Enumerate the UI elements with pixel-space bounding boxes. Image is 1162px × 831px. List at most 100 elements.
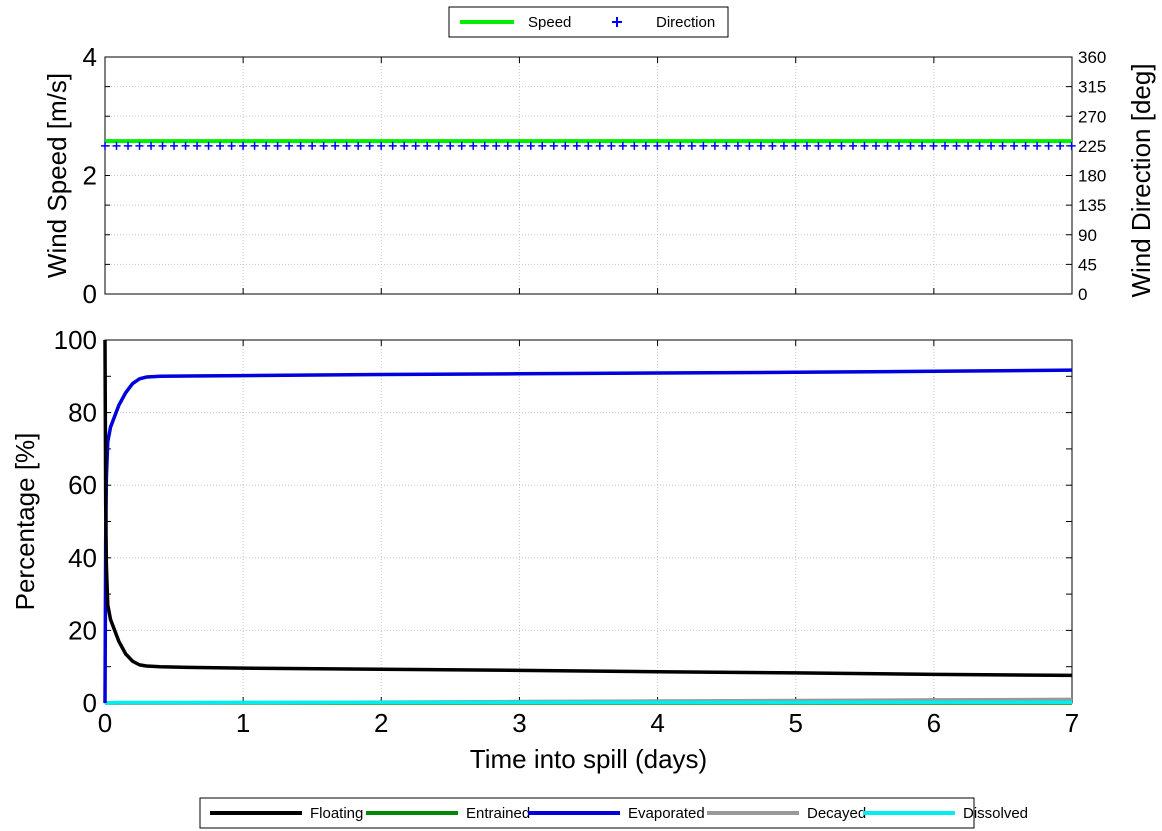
bottom-ytick-label: 0 (83, 688, 97, 718)
legend-evaporated-label: Evaporated (628, 805, 705, 822)
direction-marker (469, 141, 478, 150)
wind-direction-axis-label: Wind Direction [deg] (1126, 63, 1156, 297)
direction-marker (572, 141, 581, 150)
direction-marker (204, 141, 213, 150)
direction-marker (641, 141, 650, 150)
direction-marker (227, 141, 236, 150)
direction-marker (929, 141, 938, 150)
direction-marker (273, 141, 282, 150)
bottom-xtick-label: 5 (788, 708, 802, 738)
direction-marker (411, 141, 420, 150)
bottom-panel-frame (104, 339, 1073, 704)
direction-marker (181, 141, 190, 150)
bottom-xtick-label: 0 (98, 708, 112, 738)
legend-dissolved-label: Dissolved (963, 805, 1028, 822)
floating-series-line (103, 339, 1073, 678)
bottom-ytick-label: 60 (68, 470, 97, 500)
direction-marker (354, 141, 363, 150)
direction-marker (779, 141, 788, 150)
direction-marker (745, 141, 754, 150)
bottom-xtick-label: 1 (236, 708, 250, 738)
bottom-ytick-label: 80 (68, 398, 97, 428)
direction-marker (170, 141, 179, 150)
direction-marker (906, 141, 915, 150)
direction-marker (296, 141, 305, 150)
bottom-xtick-label: 3 (512, 708, 526, 738)
direction-marker (216, 141, 225, 150)
direction-marker (653, 141, 662, 150)
direction-marker (630, 141, 639, 150)
direction-marker (814, 141, 823, 150)
direction-marker (112, 141, 121, 150)
direction-marker (895, 141, 904, 150)
bottom-ytick-label: 20 (68, 615, 97, 645)
direction-marker (941, 141, 950, 150)
evaporated-series-line (103, 368, 1073, 704)
direction-marker (319, 141, 328, 150)
direction-marker (618, 141, 627, 150)
top-left-ytick-label: 0 (83, 279, 97, 309)
top-right-ytick-label: 180 (1078, 167, 1106, 186)
direction-marker (791, 141, 800, 150)
direction-marker (250, 141, 259, 150)
direction-marker (423, 141, 432, 150)
direction-marker (664, 141, 673, 150)
direction-marker (952, 141, 961, 150)
direction-marker (388, 141, 397, 150)
direction-marker (837, 141, 846, 150)
direction-marker (918, 141, 927, 150)
direction-marker (595, 141, 604, 150)
direction-marker (722, 141, 731, 150)
direction-marker (526, 141, 535, 150)
direction-marker (124, 141, 133, 150)
direction-marker (768, 141, 777, 150)
direction-marker (802, 141, 811, 150)
direction-marker (101, 141, 109, 150)
bottom-panel-grid (104, 340, 1073, 703)
direction-marker (987, 141, 996, 150)
direction-marker (400, 141, 409, 150)
direction-marker (239, 141, 248, 150)
direction-marker (584, 141, 593, 150)
top-left-ytick-label: 2 (83, 161, 97, 191)
direction-marker (561, 141, 570, 150)
top-right-ytick-label: 225 (1078, 137, 1106, 156)
direction-marker (687, 141, 696, 150)
top-panel-grid (104, 57, 1073, 294)
legend-direction-swatch (612, 17, 622, 27)
direction-marker (285, 141, 294, 150)
top-right-ytick-label: 270 (1078, 107, 1106, 126)
legend-speed-label: Speed (528, 14, 571, 31)
direction-marker (549, 141, 558, 150)
direction-marker (515, 141, 524, 150)
direction-marker (1021, 141, 1030, 150)
bottom-ytick-label: 40 (68, 543, 97, 573)
direction-marker (860, 141, 869, 150)
direction-marker (699, 141, 708, 150)
direction-marker (710, 141, 719, 150)
direction-marker (607, 141, 616, 150)
top-right-ytick-label: 360 (1078, 48, 1106, 67)
direction-marker (457, 141, 466, 150)
direction-marker (1044, 141, 1053, 150)
bottom-ytick-label: 100 (54, 325, 97, 355)
direction-marker (871, 141, 880, 150)
legend-decayed-label: Decayed (807, 805, 866, 822)
direction-marker (147, 141, 156, 150)
legend-entrained-label: Entrained (466, 805, 530, 822)
direction-marker (998, 141, 1007, 150)
direction-marker (492, 141, 501, 150)
direction-marker (193, 141, 202, 150)
top-right-ytick-label: 90 (1078, 226, 1097, 245)
direction-marker (342, 141, 351, 150)
direction-marker (308, 141, 317, 150)
direction-marker (733, 141, 742, 150)
direction-marker (538, 141, 547, 150)
direction-marker (262, 141, 271, 150)
top-legend: Speed Direction (448, 6, 729, 38)
direction-marker (446, 141, 455, 150)
bottom-xtick-label: 4 (650, 708, 664, 738)
direction-marker (883, 141, 892, 150)
top-right-ytick-label: 315 (1078, 78, 1106, 97)
